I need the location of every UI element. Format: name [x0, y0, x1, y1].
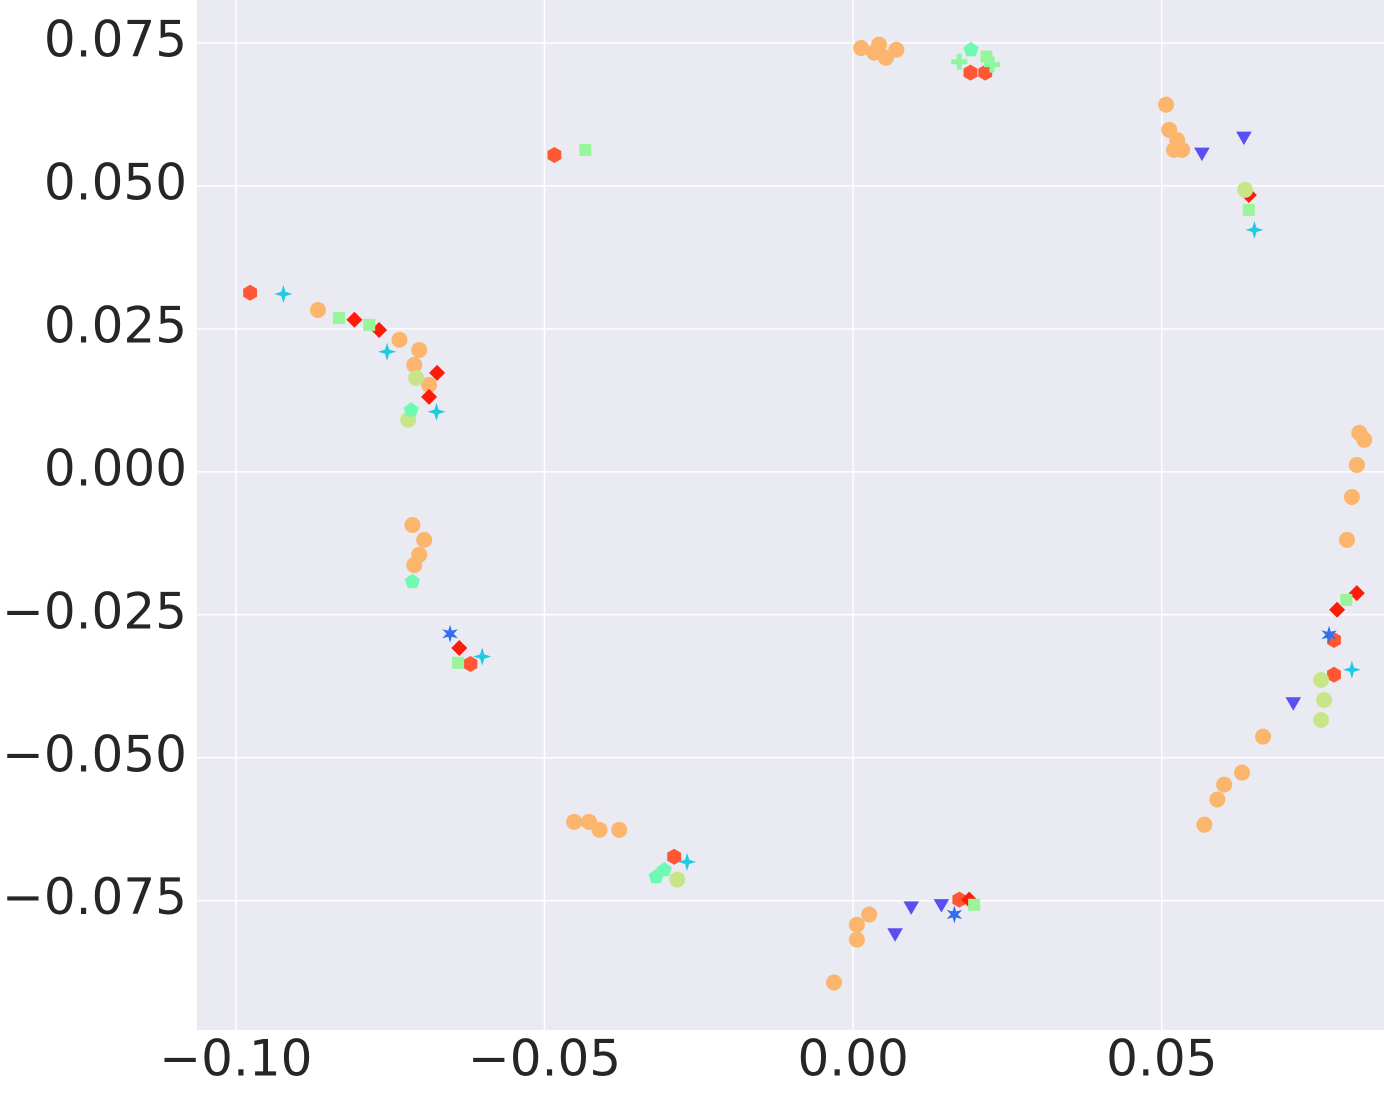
point: [667, 848, 682, 865]
point: [1348, 585, 1365, 602]
point: [1313, 671, 1330, 688]
point: [547, 147, 562, 163]
point: [404, 517, 421, 534]
plot-area: [197, 0, 1384, 1030]
point: [421, 376, 438, 393]
point: [903, 901, 919, 915]
y-tick-label: −0.075: [2, 868, 187, 926]
point: [1342, 660, 1361, 679]
point: [406, 557, 423, 574]
point: [473, 647, 492, 666]
point: [463, 656, 478, 672]
point: [1327, 666, 1341, 683]
point: [1255, 728, 1272, 745]
point: [332, 311, 345, 324]
point: [1348, 456, 1365, 473]
point: [968, 898, 981, 911]
point: [421, 388, 438, 405]
point: [1166, 141, 1183, 158]
y-tick-label: −0.025: [2, 582, 187, 640]
point: [848, 931, 865, 948]
point: [363, 318, 376, 331]
point: [243, 284, 257, 301]
point: [656, 861, 672, 877]
point: [452, 656, 465, 669]
point: [888, 41, 905, 58]
point: [1194, 147, 1210, 162]
point: [378, 342, 397, 361]
point: [1245, 220, 1264, 239]
point: [1356, 431, 1373, 448]
point: [416, 531, 433, 548]
point: [952, 891, 967, 908]
point: [669, 871, 686, 888]
point: [309, 301, 326, 318]
point: [274, 285, 293, 303]
y-tick-label: −0.050: [2, 725, 187, 783]
point: [1236, 131, 1252, 146]
point: [678, 852, 697, 871]
point: [1321, 625, 1337, 644]
point: [442, 624, 458, 643]
point: [861, 906, 878, 923]
point: [346, 311, 363, 328]
point: [946, 905, 963, 924]
y-tick-label: 0.025: [44, 296, 187, 354]
point: [429, 364, 446, 381]
x-tick-label: 0.05: [1106, 1030, 1217, 1088]
point: [411, 342, 428, 359]
point: [1209, 791, 1226, 808]
point: [579, 143, 592, 156]
y-tick-label: 0.050: [44, 153, 187, 211]
point: [611, 821, 628, 838]
x-tick-label: 0.00: [797, 1030, 908, 1088]
point: [980, 50, 993, 63]
point: [826, 974, 843, 991]
point: [1338, 531, 1355, 548]
point: [963, 64, 978, 81]
point: [427, 402, 446, 421]
point: [404, 573, 420, 589]
point: [566, 813, 583, 830]
point: [1158, 96, 1175, 113]
point: [1234, 764, 1251, 781]
point: [1242, 203, 1255, 216]
y-tick-label: 0.000: [44, 439, 187, 497]
point: [1340, 593, 1353, 606]
point: [591, 821, 608, 838]
point: [933, 899, 950, 913]
y-tick-label: 0.075: [44, 10, 187, 68]
point: [403, 402, 419, 417]
point: [406, 356, 423, 373]
point: [1313, 712, 1330, 729]
point: [1343, 488, 1360, 505]
point: [963, 41, 979, 57]
point: [978, 64, 993, 81]
point: [887, 928, 903, 942]
point: [984, 56, 1001, 73]
point: [391, 331, 408, 348]
point: [451, 640, 468, 656]
point: [1196, 816, 1213, 833]
point: [1237, 181, 1254, 198]
point: [848, 916, 865, 933]
point: [408, 370, 425, 387]
point: [1316, 692, 1333, 709]
x-tick-label: −0.10: [159, 1030, 312, 1088]
point: [871, 36, 888, 53]
point: [1216, 776, 1233, 793]
point: [853, 40, 870, 57]
point: [1285, 697, 1302, 711]
x-tick-label: −0.05: [468, 1030, 621, 1088]
point: [951, 53, 968, 70]
